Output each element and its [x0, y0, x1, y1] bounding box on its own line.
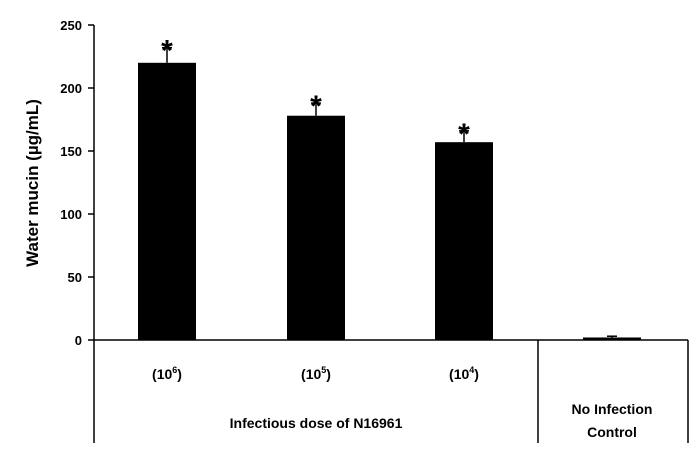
y-axis: 0 50 100 150 200 250: [60, 18, 95, 348]
x-tick-label-close: ): [474, 366, 479, 382]
bar: [435, 142, 493, 340]
bar: [138, 62, 196, 341]
y-tick-label: 0: [75, 333, 82, 348]
group-label-infectious-dose: Infectious dose of N16961: [230, 415, 403, 431]
y-tick-label: 50: [68, 270, 82, 285]
significance-marker: *: [458, 118, 470, 151]
significance-marker: *: [161, 35, 173, 68]
x-tick-label: (104): [449, 365, 479, 382]
x-tick-label: (105): [301, 365, 331, 382]
group-label-no-infection-control: No Infection: [572, 401, 653, 417]
x-tick-label-exponent: 4: [469, 365, 474, 375]
x-tick-label-base: (10: [449, 366, 469, 382]
x-axis: (106) (105) (104)Infectious dose of N16961…: [93, 339, 689, 443]
x-tick-label: (106): [152, 365, 182, 382]
x-tick-label-close: ): [326, 366, 331, 382]
y-tick-label: 250: [60, 18, 82, 33]
x-tick-label-exponent: 5: [321, 365, 326, 375]
bars: * * *: [138, 35, 641, 341]
x-tick-label-exponent: 6: [172, 365, 177, 375]
x-tick-label-base: (10: [152, 366, 172, 382]
x-tick-label-close: ): [177, 366, 182, 382]
group-label-no-infection-control: Control: [587, 424, 637, 440]
x-tick-label-base: (10: [301, 366, 321, 382]
y-tick-label: 200: [60, 81, 82, 96]
significance-marker: *: [310, 90, 322, 123]
bar: [583, 337, 641, 340]
bar: [287, 115, 345, 340]
y-tick-label: 150: [60, 144, 82, 159]
y-tick-label: 100: [60, 207, 82, 222]
y-axis-label: Water mucin (µg/mL): [23, 99, 42, 267]
